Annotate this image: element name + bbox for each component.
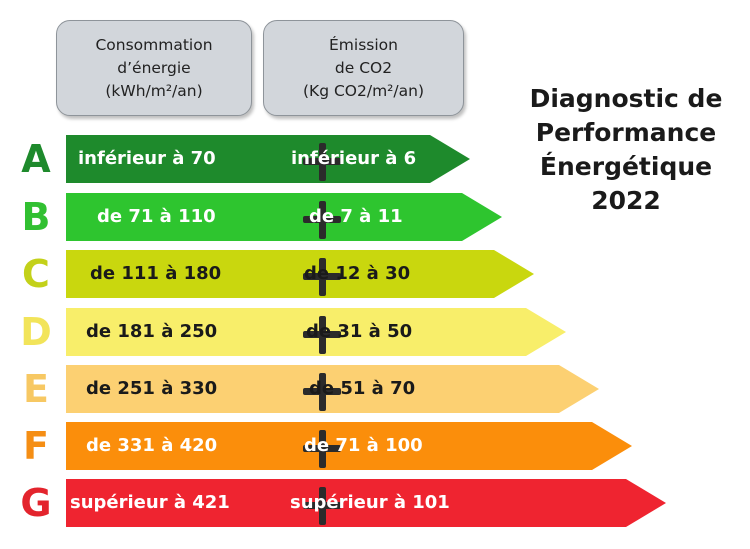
emission-header-line-1: Émission [329,35,398,54]
class-letter: G [20,481,52,525]
co2-range: de 71 à 100 [304,435,423,456]
consumption-header-line-2: d’énergie [117,58,191,77]
co2-range: supérieur à 101 [290,492,450,513]
class-row-a: A inférieur à 70 inférieur à 6 [0,135,750,183]
energy-range: de 71 à 110 [97,206,216,227]
consumption-header-line-3: (kWh/m²/an) [105,81,203,100]
plus-icon [303,201,341,239]
co2-range: inférieur à 6 [291,148,417,169]
class-letter: D [20,310,52,354]
energy-range: de 331 à 420 [86,435,218,456]
class-letter: C [22,252,50,296]
class-bar: inférieur à 70 inférieur à 6 [66,135,470,183]
plus-icon [303,430,341,468]
co2-range: de 31 à 50 [306,321,413,342]
class-letter: F [23,424,49,468]
consumption-header: Consommation d’énergie (kWh/m²/an) [56,20,252,116]
co2-range: de 12 à 30 [304,263,411,284]
energy-range: de 181 à 250 [86,321,218,342]
class-bar: de 71 à 110 de 7 à 11 [66,193,502,241]
class-bar: de 251 à 330 de 51 à 70 [66,365,599,413]
consumption-header-line-1: Consommation [95,35,213,54]
plus-icon [303,487,341,525]
title-line-2: Performance [535,118,717,147]
co2-range: de 7 à 11 [309,206,403,227]
class-bar: de 111 à 180 de 12 à 30 [66,250,534,298]
energy-range: supérieur à 421 [70,492,230,513]
plus-icon [303,143,341,181]
emission-header-line-3: (Kg CO2/m²/an) [303,81,424,100]
emission-header-line-2: de CO2 [334,58,393,77]
co2-range: de 51 à 70 [309,378,416,399]
class-row-e: E de 251 à 330 de 51 à 70 [0,365,750,413]
energy-range: inférieur à 70 [78,148,216,169]
title-line-1: Diagnostic de [529,84,723,113]
energy-range: de 111 à 180 [90,263,222,284]
class-letter: A [21,137,51,181]
class-row-f: F de 331 à 420 de 71 à 100 [0,422,750,470]
plus-icon [303,258,341,296]
class-row-b: B de 71 à 110 de 7 à 11 [0,193,750,241]
class-bar: de 181 à 250 de 31 à 50 [66,308,566,356]
class-bar: de 331 à 420 de 71 à 100 [66,422,632,470]
page-title: Diagnostic de Performance Énergétique 20… [512,82,740,218]
class-letter: B [21,195,51,239]
class-row-g: G supérieur à 421 supérieur à 101 [0,479,750,527]
class-letter: E [23,367,49,411]
plus-icon [303,373,341,411]
energy-range: de 251 à 330 [86,378,218,399]
class-row-d: D de 181 à 250 de 31 à 50 [0,308,750,356]
title-line-4: 2022 [591,186,661,215]
plus-icon [303,316,341,354]
class-bar: supérieur à 421 supérieur à 101 [66,479,666,527]
emission-header: Émission de CO2 (Kg CO2/m²/an) [263,20,464,116]
class-row-c: C de 111 à 180 de 12 à 30 [0,250,750,298]
title-line-3: Énergétique [539,152,713,181]
